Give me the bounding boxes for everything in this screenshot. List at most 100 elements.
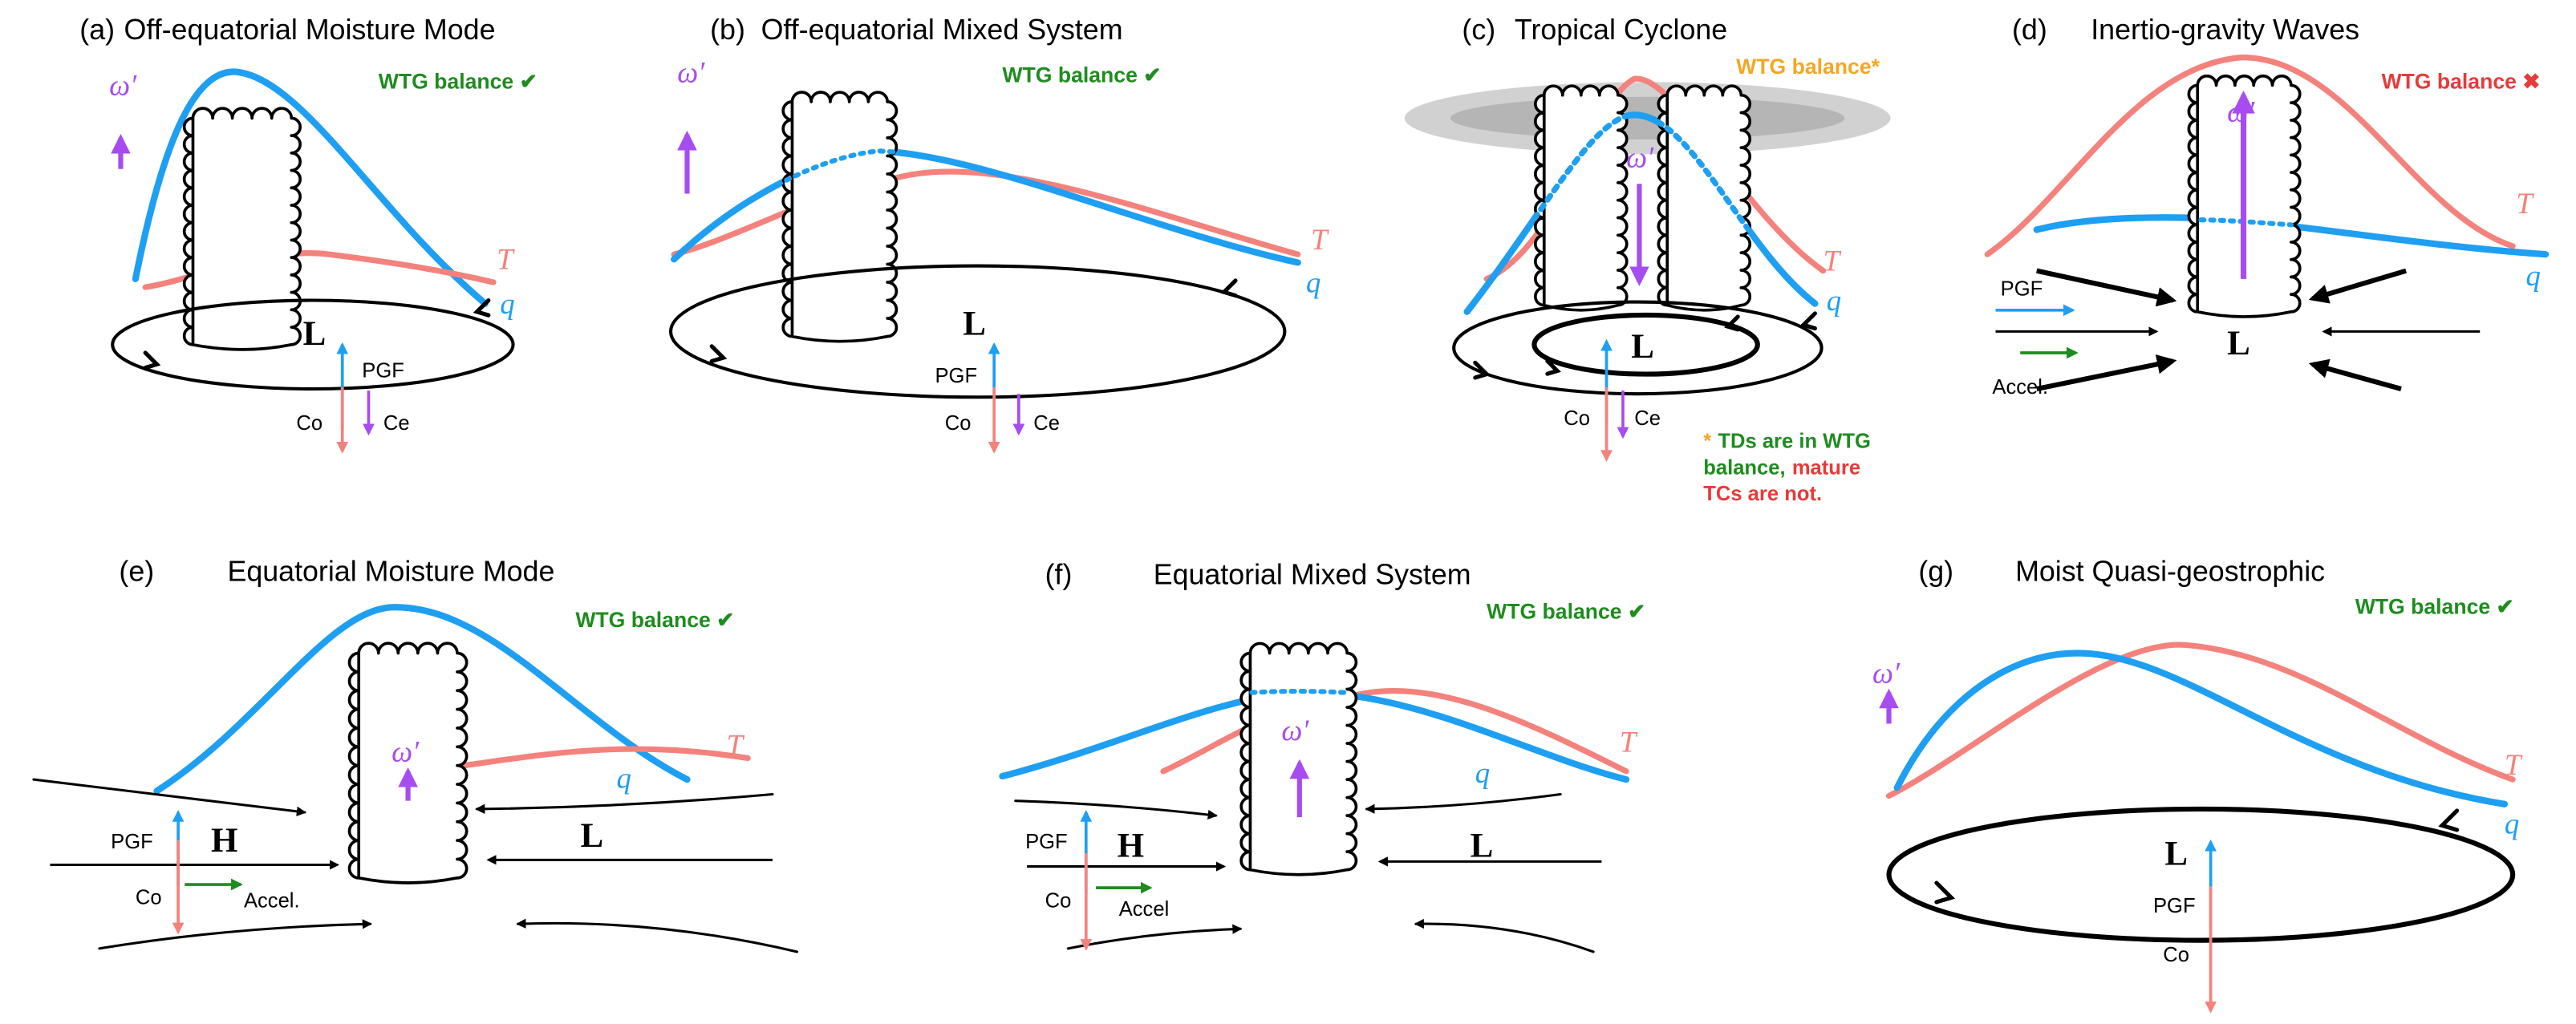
co-text: Co: [1564, 407, 1590, 430]
q-text: q: [1306, 265, 1320, 298]
wind-arrow: [1016, 801, 1216, 816]
circulation-arrow: [1224, 281, 1235, 296]
q-text: q: [616, 761, 631, 794]
low-text: L: [2227, 325, 2250, 362]
omega-text: ω′: [1281, 714, 1309, 747]
balance-text: WTG balance ✔: [575, 608, 734, 632]
t-text: T: [1620, 725, 1638, 758]
circulation-arrow: [1803, 314, 1815, 329]
q-text: q: [500, 287, 514, 320]
pgf-text: PGF: [935, 365, 978, 387]
title-text: Moist Quasi-geostrophic: [2015, 555, 2325, 587]
title-text: Equatorial Moisture Mode: [227, 555, 554, 587]
high-text: H: [1118, 827, 1144, 864]
label-text: (b): [710, 14, 745, 46]
note-line: *TDs are in WTG: [1703, 431, 1871, 453]
note-segment: *: [1703, 431, 1711, 453]
pgf-text: PGF: [111, 831, 153, 853]
omega-text: ω′: [391, 735, 420, 768]
wind-arrow: [99, 924, 371, 949]
t-text: T: [2516, 187, 2534, 220]
q-text: q: [2505, 807, 2519, 840]
q-curve: [1897, 653, 2505, 803]
co-text: Co: [2163, 944, 2189, 966]
cloud: [1241, 643, 1356, 874]
low-text: L: [1471, 827, 1494, 864]
low-text: L: [2164, 835, 2188, 872]
high-text: H: [211, 822, 237, 860]
note-segment: balance,: [1703, 456, 1785, 479]
label-text: (c): [1462, 14, 1495, 46]
t-text: T: [1823, 245, 1842, 277]
low-text: L: [1631, 328, 1654, 366]
pgf-text: PGF: [2001, 277, 2043, 300]
circulation-arrow: [2442, 811, 2456, 830]
omega-text: ω′: [2227, 95, 2255, 127]
q-text: q: [1475, 756, 1490, 789]
wind-arrow: [1367, 794, 1560, 808]
low-text: L: [580, 817, 603, 855]
balance-text: WTG balance ✔: [2355, 594, 2514, 618]
balance-text: WTG balance ✔: [1487, 600, 1645, 624]
q-text: q: [1827, 284, 1841, 317]
title-text: Tropical Cyclone: [1515, 14, 1727, 46]
arrow: [2037, 361, 2173, 389]
ce-text: Ce: [1033, 412, 1060, 435]
wind-arrow: [1068, 929, 1240, 949]
omega-text: ω′: [109, 69, 137, 102]
balance-text: WTG balance ✔: [379, 70, 538, 94]
ce-text: Ce: [383, 412, 410, 435]
balance-text: WTG balance*: [1736, 55, 1880, 79]
arrow: [2313, 271, 2407, 299]
omega-text: ω′: [1626, 141, 1654, 174]
cloud: [1658, 86, 1750, 310]
arrow: [2313, 364, 2402, 389]
q-curve: [674, 151, 1298, 262]
circulation-arrow: [145, 353, 156, 368]
t-curve: [1889, 645, 2513, 795]
balance-text: WTG balance ✖: [2381, 70, 2540, 94]
circulation-arrow: [1728, 317, 1738, 330]
balance-text: WTG balance ✔: [1002, 63, 1161, 87]
pgf-text: PGF: [1025, 831, 1068, 853]
t-curve: [674, 172, 1298, 254]
diagram: (a) Off-equatorial Moisture Mode WTG balan…: [0, 0, 2576, 1024]
omega-text: ω′: [677, 55, 705, 88]
co-text: Co: [136, 887, 162, 909]
note-line: TCs are not.: [1703, 483, 1822, 505]
cloud: [185, 108, 301, 350]
accel-text: Accel: [1119, 898, 1170, 921]
t-text: T: [497, 243, 515, 276]
t-text: T: [2505, 748, 2523, 781]
label-text: (g): [1918, 555, 1953, 587]
cloud: [783, 92, 896, 342]
omega-text: ω′: [1872, 656, 1901, 689]
low-text: L: [963, 305, 986, 342]
co-text: Co: [1045, 890, 1072, 913]
accel-text: Accel.: [244, 890, 300, 913]
label-text: (f): [1045, 559, 1073, 591]
arrow: [2037, 271, 2173, 301]
pgf-text: PGF: [362, 360, 404, 382]
note-line: balance, mature: [1703, 456, 1860, 479]
title-text: Equatorial Mixed System: [1154, 559, 1471, 591]
circulation-arrow: [712, 346, 723, 362]
q-text: q: [2526, 259, 2541, 292]
t-text: T: [1311, 223, 1329, 256]
co-text: Co: [296, 412, 323, 435]
circulation-arrow: [1937, 883, 1951, 902]
wind-arrow: [1416, 924, 1593, 952]
title-text: Off-equatorial Moisture Mode: [124, 14, 496, 46]
wind-arrow: [518, 923, 797, 952]
t-text: T: [727, 728, 745, 761]
co-text: Co: [945, 412, 972, 435]
pgf-text: PGF: [2153, 895, 2196, 917]
low-text: L: [303, 315, 327, 353]
ce-text: Ce: [1634, 407, 1661, 430]
circulation: [1889, 809, 2513, 941]
label-text: (d): [2012, 14, 2047, 46]
label-text: (a): [79, 14, 115, 46]
note-segment: mature: [1792, 456, 1860, 479]
label-text: (e): [119, 555, 154, 587]
wind-arrow: [477, 794, 773, 808]
